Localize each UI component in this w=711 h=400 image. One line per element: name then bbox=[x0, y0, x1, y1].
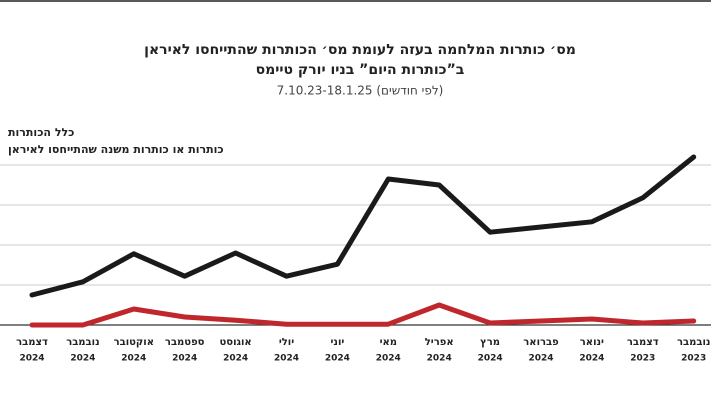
x-tick-year: 2024 bbox=[172, 354, 197, 364]
x-tick-label: יולי bbox=[279, 337, 294, 348]
x-tick-label: אפריל bbox=[425, 337, 454, 348]
x-tick-label: דצמבר bbox=[627, 337, 659, 348]
x-tick-label: נובמבר bbox=[66, 337, 99, 348]
chart-subtitle: (לפי חודשים) 7.10.23-18.1.25 bbox=[277, 84, 444, 98]
chart-title-line2: ב”כותרות היום” בניו יורק טיימס bbox=[256, 62, 465, 78]
x-tick-year: 2024 bbox=[274, 354, 299, 364]
x-tick-label: אוקטובר bbox=[114, 337, 154, 348]
x-tick-year: 2024 bbox=[427, 354, 452, 364]
legend-label: כלל הכותרות bbox=[8, 126, 74, 139]
x-tick-label: יוני bbox=[330, 337, 344, 348]
x-tick-label: מאי bbox=[380, 337, 397, 348]
legend-label: כותרות או כותרות משנה שהתייחסו לאיראן bbox=[8, 143, 224, 156]
x-tick-label: נובמבר bbox=[677, 337, 710, 348]
x-tick-label: פברואר bbox=[523, 337, 559, 348]
x-tick-year: 2024 bbox=[376, 354, 401, 364]
x-tick-label: ספטמבר bbox=[165, 337, 205, 348]
x-tick-label: דצמבר bbox=[16, 337, 48, 348]
x-tick-year: 2024 bbox=[325, 354, 350, 364]
x-tick-year: 2024 bbox=[478, 354, 503, 364]
x-tick-year: 2024 bbox=[121, 354, 146, 364]
x-tick-year: 2023 bbox=[630, 354, 655, 364]
x-tick-label: ינואר bbox=[580, 337, 604, 348]
chart-title: מס׳ כותרות המלחמה בעזה לעומת מס׳ הכותרות… bbox=[144, 42, 576, 58]
x-tick-year: 2024 bbox=[528, 354, 553, 364]
x-tick-label: אוגוסט bbox=[219, 337, 251, 348]
x-tick-year: 2023 bbox=[681, 354, 706, 364]
x-tick-year: 2024 bbox=[223, 354, 248, 364]
x-tick-year: 2024 bbox=[19, 354, 44, 364]
x-tick-label: מרץ bbox=[480, 337, 500, 348]
x-tick-year: 2024 bbox=[70, 354, 95, 364]
x-tick-year: 2024 bbox=[579, 354, 604, 364]
series-line bbox=[29, 302, 697, 328]
series-line bbox=[29, 154, 697, 298]
